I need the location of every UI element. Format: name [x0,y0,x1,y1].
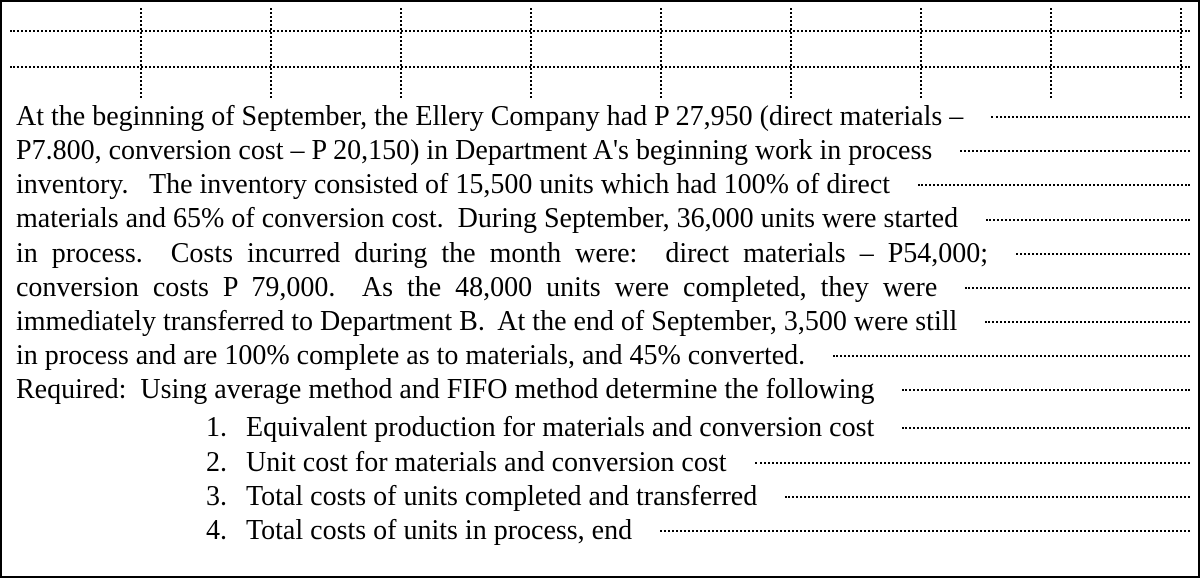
dotted-stub [755,462,1190,464]
dotted-stub [991,116,1190,118]
body-line: in process. Costs incurred during the mo… [16,237,1190,271]
body-line-text: P7.800, conversion cost – P 20,150) in D… [16,134,932,168]
list-item-text: Total costs of units in process, end [246,514,632,548]
gridline-vertical [920,8,922,98]
gridline-vertical [790,8,792,98]
body-line: immediately transferred to Department B.… [16,305,1190,339]
body-line: At the beginning of September, the Eller… [16,100,1190,134]
list-item-number: 3. [206,480,246,514]
list-item-number: 4. [206,514,246,548]
body-line: in process and are 100% complete as to m… [16,339,1190,373]
required-list: 1.Equivalent production for materials an… [16,411,1190,548]
dotted-stub [902,389,1190,391]
dotted-stub [785,496,1190,498]
gridline-vertical [530,8,532,98]
body-line: P7.800, conversion cost – P 20,150) in D… [16,134,1190,168]
dotted-stub [660,530,1190,532]
body-line: materials and 65% of conversion cost. Du… [16,202,1190,236]
list-item: 1.Equivalent production for materials an… [206,411,1190,445]
gridlines-area [10,8,1190,98]
problem-text-block: At the beginning of September, the Eller… [16,100,1190,548]
body-line: inventory. The inventory consisted of 15… [16,168,1190,202]
body-line-text: At the beginning of September, the Eller… [16,100,963,134]
list-item-number: 1. [206,411,246,445]
dotted-stub [833,355,1190,357]
list-item: 4.Total costs of units in process, end [206,514,1190,548]
gridline-horizontal [10,30,1190,32]
dotted-stub [985,321,1190,323]
gridline-horizontal [10,66,1190,68]
body-line-text: in process and are 100% complete as to m… [16,339,805,373]
list-item-text: Unit cost for materials and conversion c… [246,446,727,480]
list-item-text: Total costs of units completed and trans… [246,480,757,514]
body-line: Required: Using average method and FIFO … [16,373,1190,407]
dotted-stub [986,219,1190,221]
list-item-number: 2. [206,446,246,480]
body-line-text: in process. Costs incurred during the mo… [16,237,988,271]
body-line-text: conversion costs P 79,000. As the 48,000… [16,271,937,305]
list-item: 2.Unit cost for materials and conversion… [206,446,1190,480]
dotted-stub [918,184,1190,186]
gridline-vertical [400,8,402,98]
gridline-vertical [270,8,272,98]
gridline-vertical [1180,8,1182,98]
list-item: 3.Total costs of units completed and tra… [206,480,1190,514]
body-line-text: Required: Using average method and FIFO … [16,373,874,407]
gridline-vertical [660,8,662,98]
gridline-vertical [140,8,142,98]
list-item-text: Equivalent production for materials and … [246,411,874,445]
dotted-stub [1016,253,1190,255]
dotted-stub [902,427,1190,429]
body-line: conversion costs P 79,000. As the 48,000… [16,271,1190,305]
gridline-vertical [1050,8,1052,98]
page: At the beginning of September, the Eller… [0,0,1200,578]
body-line-text: materials and 65% of conversion cost. Du… [16,202,958,236]
body-line-text: immediately transferred to Department B.… [16,305,957,339]
dotted-stub [965,287,1190,289]
body-line-text: inventory. The inventory consisted of 15… [16,168,890,202]
dotted-stub [960,150,1190,152]
